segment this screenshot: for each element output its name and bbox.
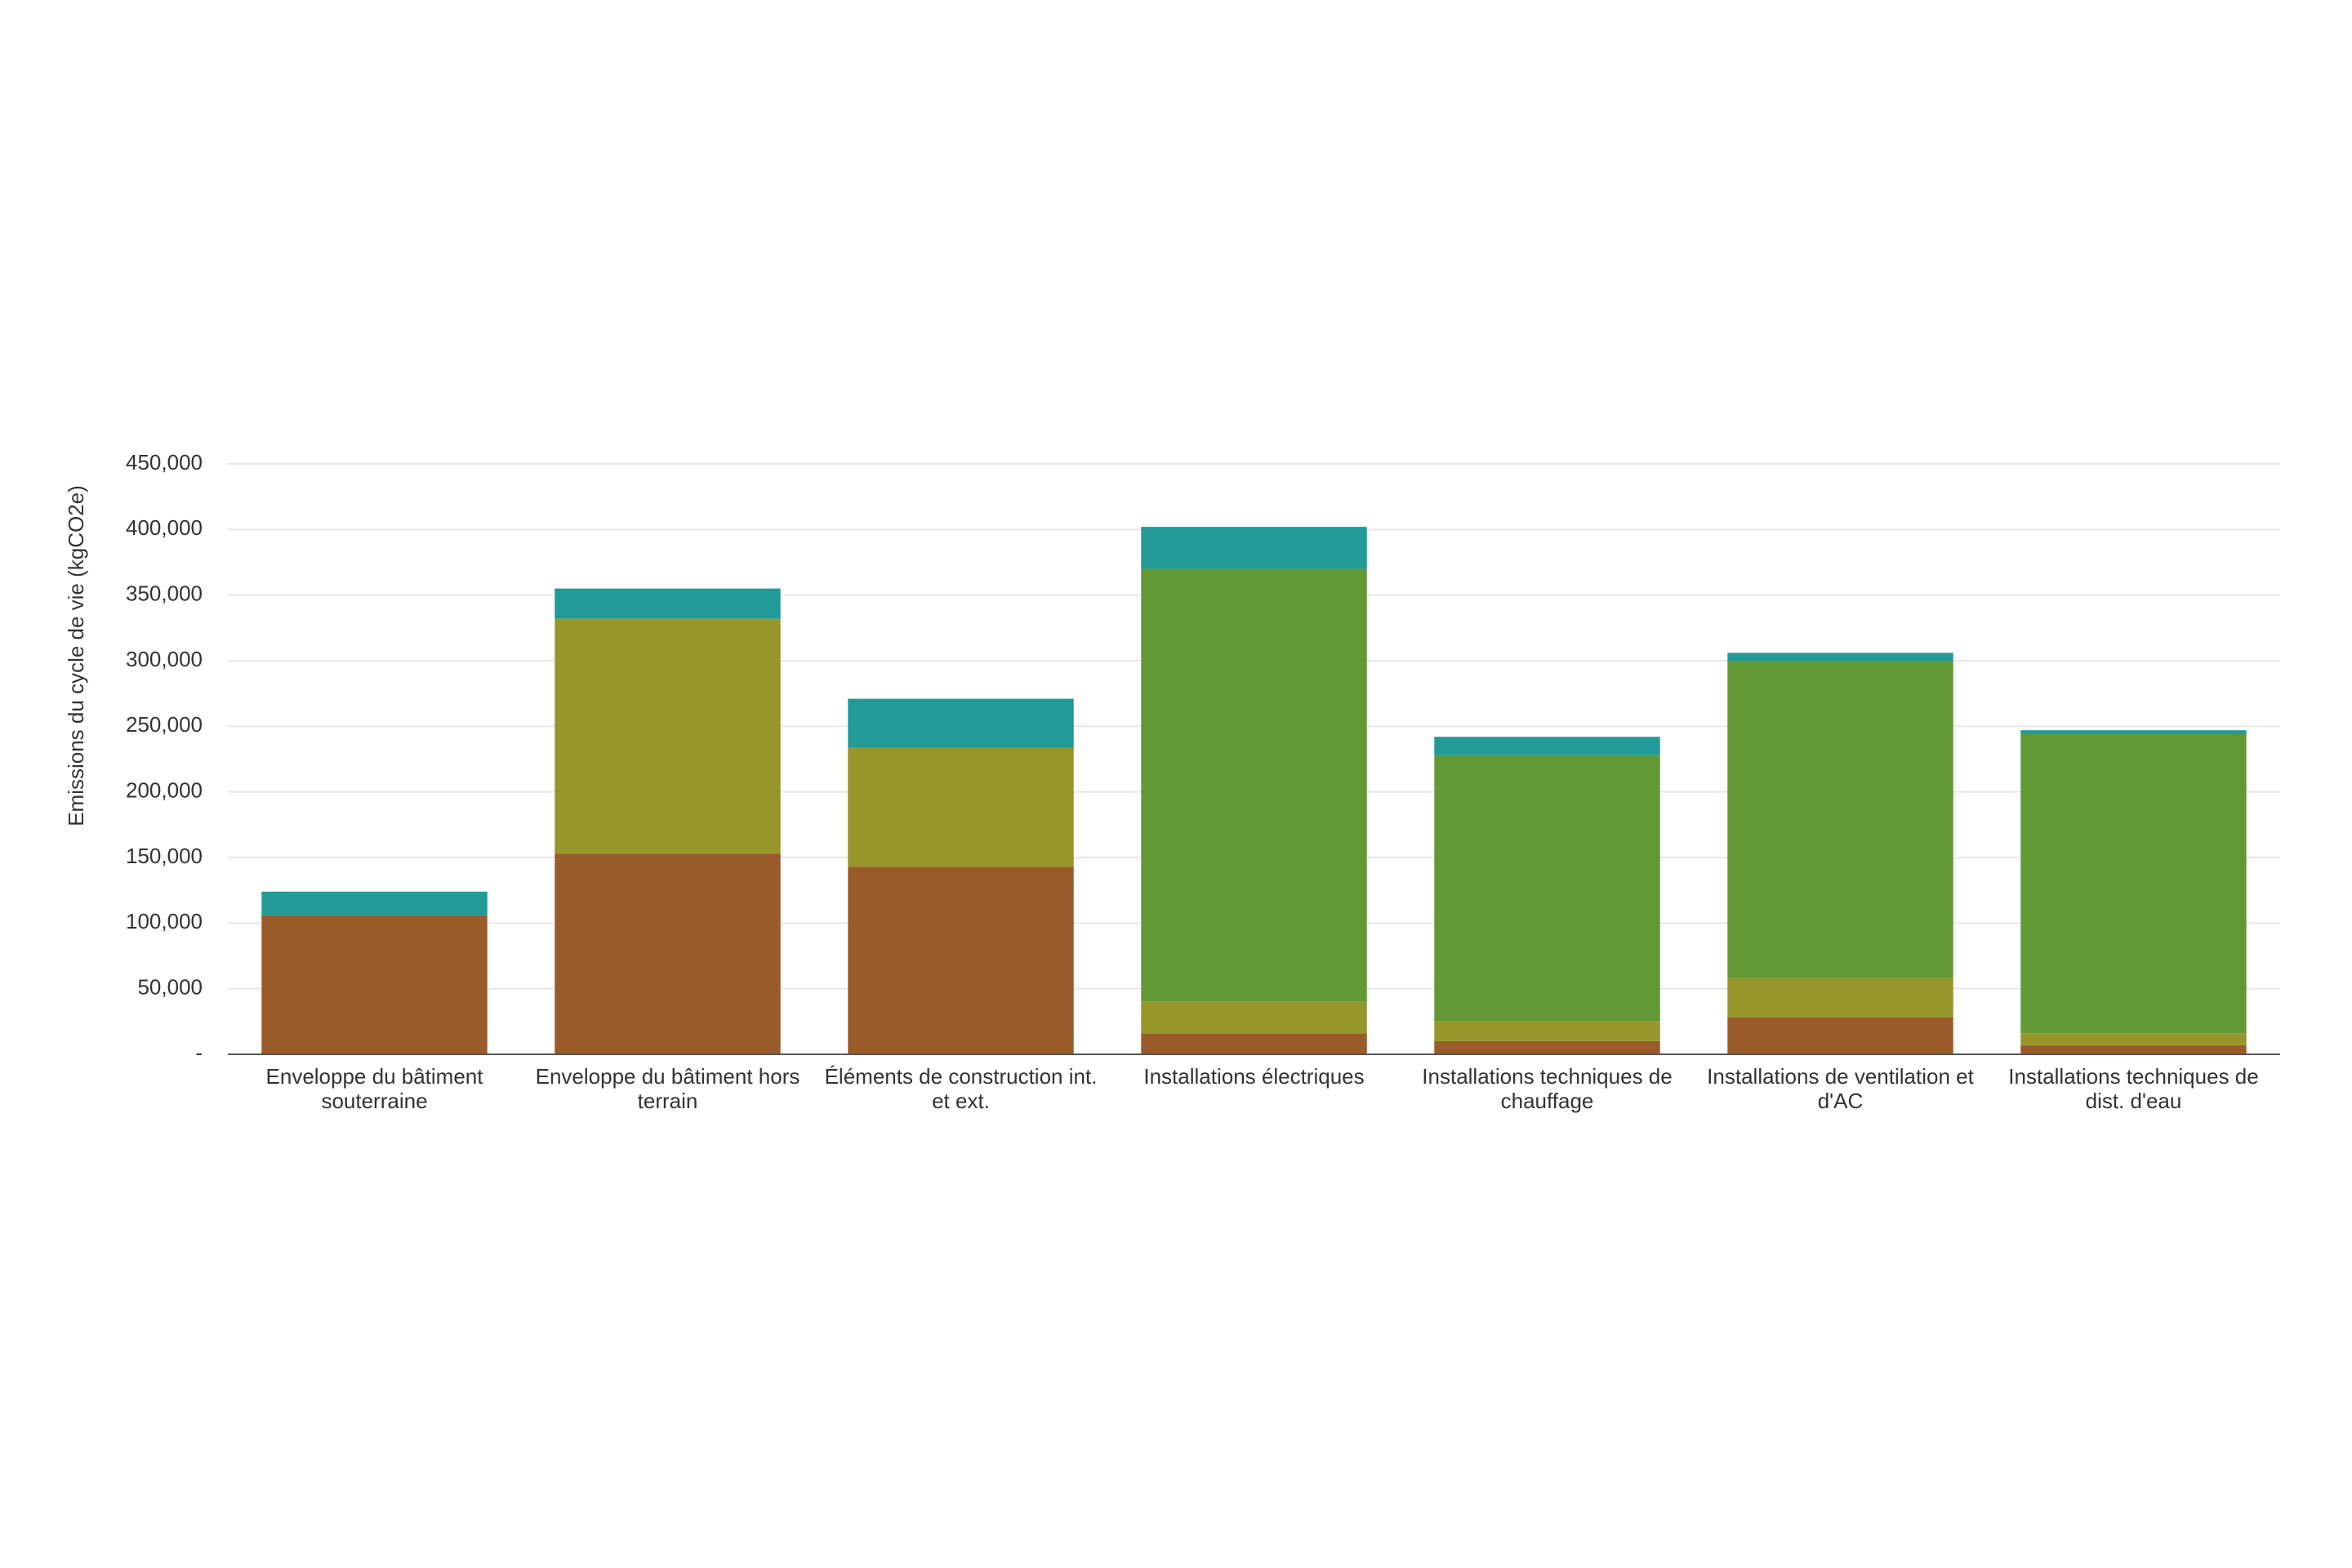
y-tick-label: 250,000	[126, 712, 203, 737]
bar-segment	[1727, 1018, 1953, 1054]
bar-segment	[1434, 755, 1660, 1022]
bar-segment	[1141, 568, 1367, 1002]
x-tick-label: Installations de ventilation et d'AC	[1707, 1064, 1974, 1113]
bar-segment	[261, 891, 488, 915]
y-tick-label: 350,000	[126, 581, 203, 606]
y-tick-label: 200,000	[126, 778, 203, 803]
y-axis-title: Emissions du cycle de vie (kgCO2e)	[64, 485, 88, 826]
x-tick-label: Installations électriques	[1143, 1064, 1365, 1089]
bar-segment	[1141, 527, 1367, 569]
bar-segment	[2020, 1045, 2247, 1054]
y-tick-label: -	[195, 1040, 203, 1065]
y-tick-label: 50,000	[137, 975, 203, 1000]
bar-segment	[848, 747, 1074, 867]
bar-segment	[1434, 737, 1660, 755]
y-tick-label: 400,000	[126, 515, 203, 540]
bar-segment	[1727, 978, 1953, 1018]
bar-segment	[261, 915, 488, 1054]
y-tick-label: 450,000	[126, 450, 203, 474]
bar-segment	[2020, 730, 2247, 734]
x-tick-label: Enveloppe du bâtiment souterraine	[265, 1064, 483, 1113]
x-tick-label: Installations techniques de chauffage	[1422, 1064, 1673, 1113]
bar-segment	[848, 866, 1074, 1054]
bar-segment	[1434, 1021, 1660, 1041]
x-tick-label: Enveloppe du bâtiment hors terrain	[535, 1064, 800, 1113]
bar-segment	[555, 588, 781, 619]
bar-segment	[1141, 1001, 1367, 1034]
y-tick-label: 150,000	[126, 844, 203, 868]
bar-segment	[1727, 661, 1953, 978]
bar-segment	[1434, 1040, 1660, 1054]
x-tick-label: Éléments de construction int. et ext.	[824, 1064, 1098, 1113]
x-tick-label: Installations techniques de dist. d'eau	[2008, 1064, 2259, 1113]
bar-segment	[2020, 733, 2247, 1034]
bar-segment	[1141, 1033, 1367, 1054]
bar-segment	[1727, 653, 1953, 661]
bar-segment	[555, 618, 781, 854]
bar-segment	[555, 853, 781, 1054]
bar-segment	[2020, 1033, 2247, 1045]
y-tick-label: 100,000	[126, 909, 203, 933]
bar-segment	[848, 698, 1074, 748]
y-tick-label: 300,000	[126, 647, 203, 671]
